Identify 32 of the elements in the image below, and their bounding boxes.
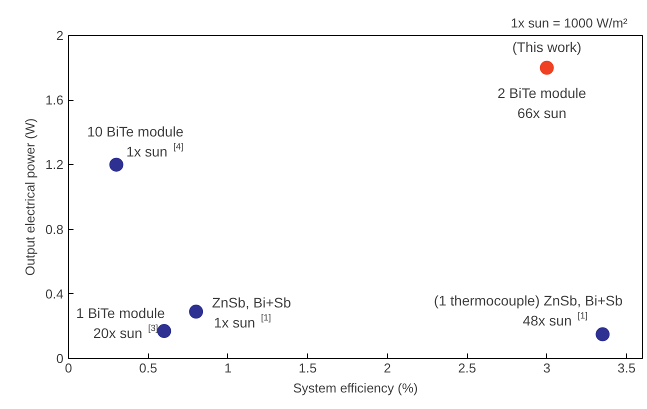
x-tick-label: 3.5 bbox=[618, 360, 636, 376]
y-tick-label: 0.4 bbox=[45, 286, 64, 302]
point bbox=[596, 327, 610, 342]
annotation: 2 BiTe module bbox=[497, 84, 586, 101]
y-axis-title: Output electrical power (W) bbox=[22, 118, 38, 276]
annotation: (1 thermocouple) ZnSb, Bi+Sb bbox=[434, 292, 623, 308]
point bbox=[109, 158, 124, 172]
y-tick-label: 1.2 bbox=[45, 157, 64, 172]
x-tick-label: 3 bbox=[543, 360, 550, 376]
x-tick-label: 1.5 bbox=[298, 360, 317, 376]
y-tick-label: 0.8 bbox=[45, 222, 64, 237]
point bbox=[157, 324, 172, 338]
x-axis-title: System efficiency (%) bbox=[293, 380, 418, 396]
x-tick-label: 0.5 bbox=[139, 360, 158, 376]
annotation: ZnSb, Bi+Sb bbox=[212, 294, 292, 311]
point bbox=[189, 304, 204, 319]
annotation: 1x sun [1] bbox=[214, 312, 272, 331]
annotation: 20x sun [3] bbox=[93, 323, 158, 342]
annotation: 48x sun [1] bbox=[522, 310, 588, 328]
x-tick-label: 2 bbox=[384, 360, 392, 376]
y-tick-label: 2 bbox=[56, 28, 64, 43]
point bbox=[540, 60, 554, 75]
annotation: 10 BiTe module bbox=[87, 124, 184, 140]
annotation: 1x sun [4] bbox=[126, 142, 184, 160]
text: 1x sun = 1000 W/m² bbox=[510, 16, 628, 30]
y-tick-label: 0 bbox=[56, 351, 64, 366]
y-tick-label: 1.6 bbox=[45, 92, 64, 108]
annotation: (This work) bbox=[512, 38, 582, 55]
x-tick-label: 1 bbox=[224, 360, 232, 376]
annotation: 1 BiTe module bbox=[76, 305, 166, 322]
x-tick-label: 2.5 bbox=[458, 360, 476, 376]
annotation: 66x sun bbox=[517, 104, 566, 121]
